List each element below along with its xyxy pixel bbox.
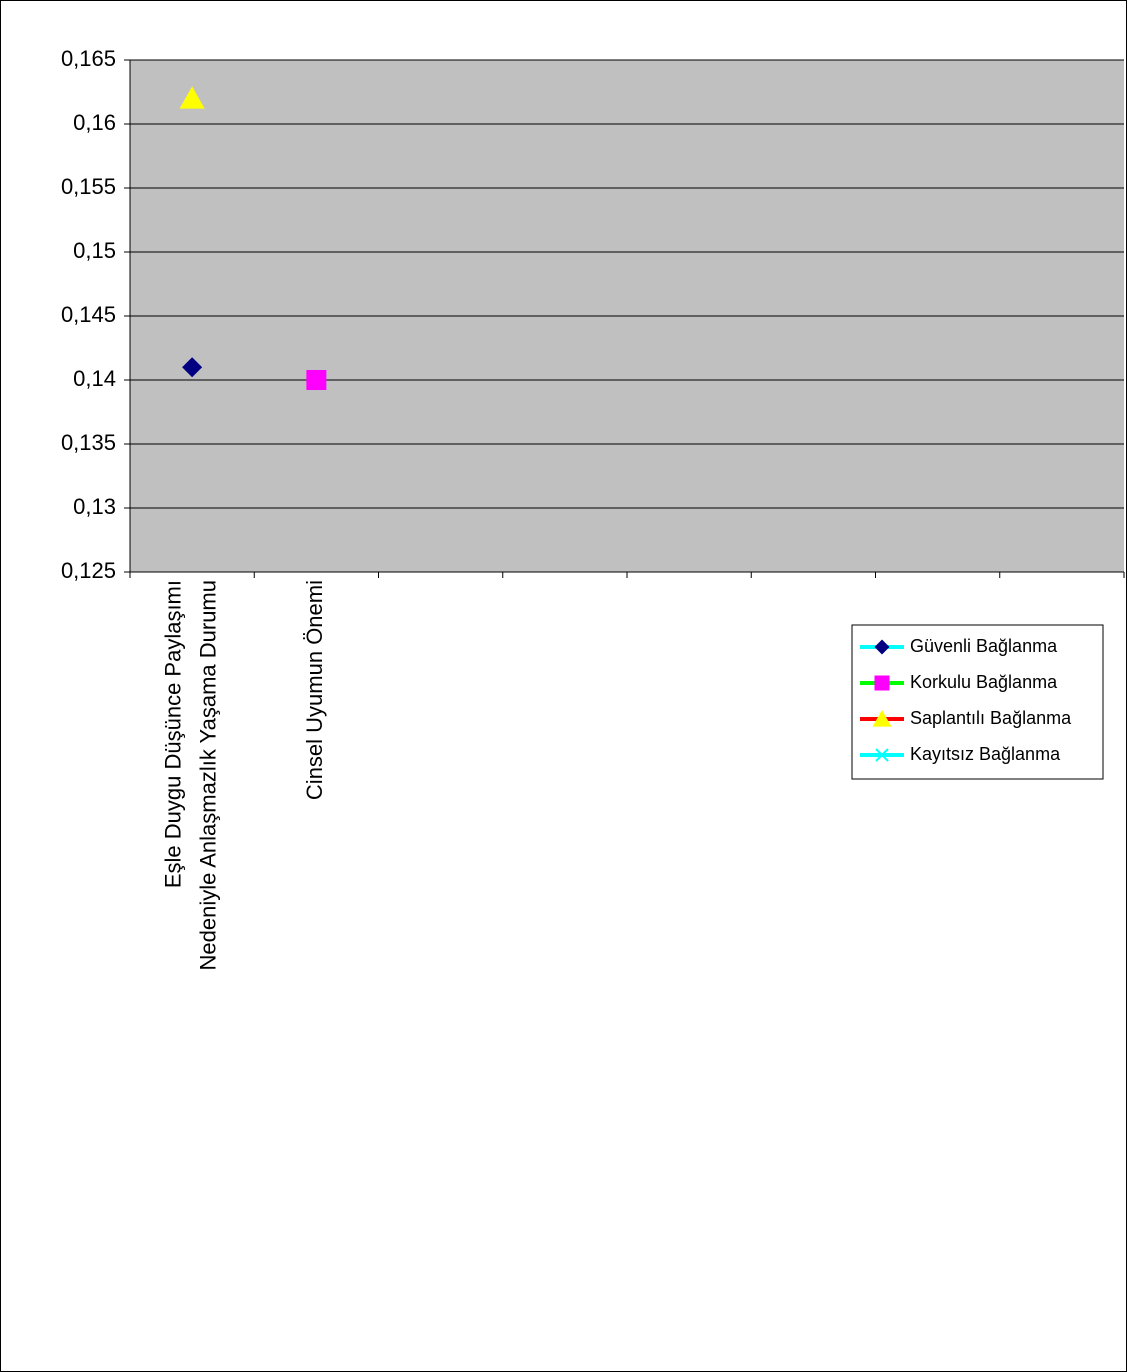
legend-label: Saplantılı Bağlanma — [910, 708, 1072, 728]
y-tick-label: 0,165 — [61, 46, 116, 71]
legend-marker — [874, 675, 890, 691]
legend-marker — [872, 710, 892, 727]
data-point — [179, 86, 205, 109]
y-tick-label: 0,16 — [73, 110, 116, 135]
legend-label: Korkulu Bağlanma — [910, 672, 1058, 692]
y-tick-label: 0,13 — [73, 494, 116, 519]
legend-label: Kayıtsız Bağlanma — [910, 744, 1061, 764]
y-tick-label: 0,15 — [73, 238, 116, 263]
y-tick-label: 0,125 — [61, 558, 116, 583]
data-point — [182, 357, 203, 378]
y-tick-label: 0,155 — [61, 174, 116, 199]
legend-marker — [874, 639, 890, 655]
x-tick-label: Eşle Duygu Düşünce Paylaşımı Nedeniyle An… — [160, 580, 220, 970]
legend-label: Güvenli Bağlanma — [910, 636, 1058, 656]
y-tick-label: 0,145 — [61, 302, 116, 327]
data-point — [306, 370, 327, 390]
y-tick-label: 0,135 — [61, 430, 116, 455]
legend-marker — [875, 748, 889, 762]
y-tick-label: 0,14 — [73, 366, 116, 391]
x-tick-label: Cinsel Uyumun Önemi — [302, 580, 327, 800]
